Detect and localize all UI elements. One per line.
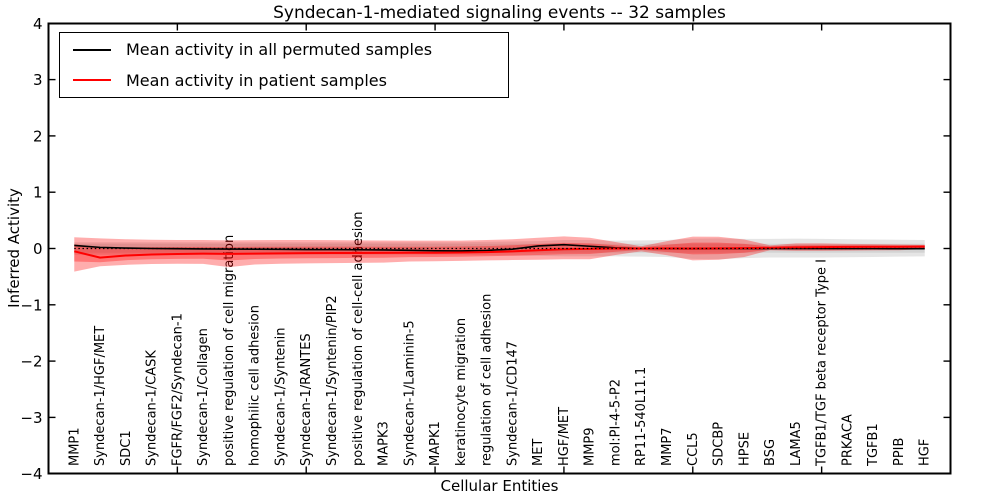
x-tick-label-entity: MET [531, 439, 546, 466]
legend-label: Mean activity in patient samples [126, 70, 387, 90]
legend-line-red [73, 79, 111, 82]
x-tick-label-entity: MAPK1 [428, 421, 443, 466]
legend-item-patient: Mean activity in patient samples [73, 66, 508, 94]
x-tick-label-entity: PRKACA [840, 414, 855, 466]
y-tick-label: 0 [33, 240, 43, 258]
x-tick-label-entity: regulation of cell adhesion [480, 294, 495, 466]
legend-label: Mean activity in all permuted samples [126, 40, 433, 60]
x-tick-label-entity: MMP9 [583, 427, 598, 466]
permuted-std-band-inner [74, 243, 925, 253]
x-tick-label-entity: Syndecan-1/Laminin-5 [402, 320, 417, 466]
x-tick-label-entity: Syndecan-1/HGF/MET [93, 326, 108, 466]
x-tick-label-entity: Syndecan-1/CD147 [505, 341, 520, 466]
x-tick-label-entity: CCL5 [686, 432, 701, 466]
x-tick-label-entity: HGF [918, 439, 933, 466]
y-tick-label: 4 [33, 15, 43, 33]
x-tick-label-entity: BSG [763, 439, 778, 466]
x-tick-label-entity: MMP1 [67, 427, 82, 466]
x-tick-label-entity: SDCBP [712, 422, 727, 466]
chart-title: Syndecan-1-mediated signaling events -- … [273, 3, 726, 23]
permuted-mean-line [74, 243, 925, 252]
x-tick-label-entity: LAMA5 [789, 421, 804, 466]
x-tick-label-entity: PPIB [892, 438, 907, 466]
y-tick-label: −2 [20, 353, 42, 371]
legend-line-black [73, 48, 111, 51]
x-tick-label-entity: keratinocyte migration [454, 318, 469, 466]
x-tick-label-entity: positive regulation of cell migration [222, 235, 237, 466]
x-tick-label-entity: HGF/MET [557, 407, 572, 466]
x-tick-label-entity: positive regulation of cell-cell adhesio… [351, 211, 366, 466]
x-tick-label-entity: Syndecan-1/Syntenin [273, 328, 288, 467]
x-axis-label: Cellular Entities [440, 477, 559, 495]
x-tick-label-entity: RP11-540L11.1 [634, 367, 649, 466]
x-tick-label-entity: Syndecan-1/RANTES [299, 333, 314, 466]
y-tick-label: 2 [33, 127, 43, 145]
patient-std-band [74, 236, 925, 272]
x-tick-label-entity: MAPK3 [377, 421, 392, 466]
y-tick-label: 1 [33, 184, 43, 202]
x-tick-label-entity: mol:PI-4-5-P2 [608, 379, 623, 466]
x-tick-label-entity: FGFR/FGF2/Syndecan-1 [170, 313, 185, 466]
x-tick-label-entity: Syndecan-1/CASK [145, 350, 160, 466]
x-tick-label-entity: Syndecan-1/Syntenin/PIP2 [325, 295, 340, 466]
x-tick-label-entity: Syndecan-1/Collagen [196, 328, 211, 466]
x-tick-label-entity: TGFB1 [866, 423, 881, 467]
patient-mean-line [74, 245, 925, 259]
x-tick-label-entity: TGFB1/TGF beta receptor Type I [815, 259, 830, 467]
x-tick-label-entity: SDC1 [119, 430, 134, 466]
y-tick-label: −4 [20, 465, 42, 483]
y-tick-label: 3 [33, 71, 43, 89]
legend-box: Mean activity in all permuted samples Me… [59, 32, 509, 98]
y-tick-label: −1 [20, 296, 42, 314]
x-tick-label-entity: homophilic cell adhesion [248, 305, 263, 466]
x-tick-label-entity: HPSE [737, 432, 752, 466]
y-tick-label: −3 [20, 409, 42, 427]
legend-item-permuted: Mean activity in all permuted samples [73, 36, 508, 64]
x-tick-label-entity: MMP7 [660, 427, 675, 466]
